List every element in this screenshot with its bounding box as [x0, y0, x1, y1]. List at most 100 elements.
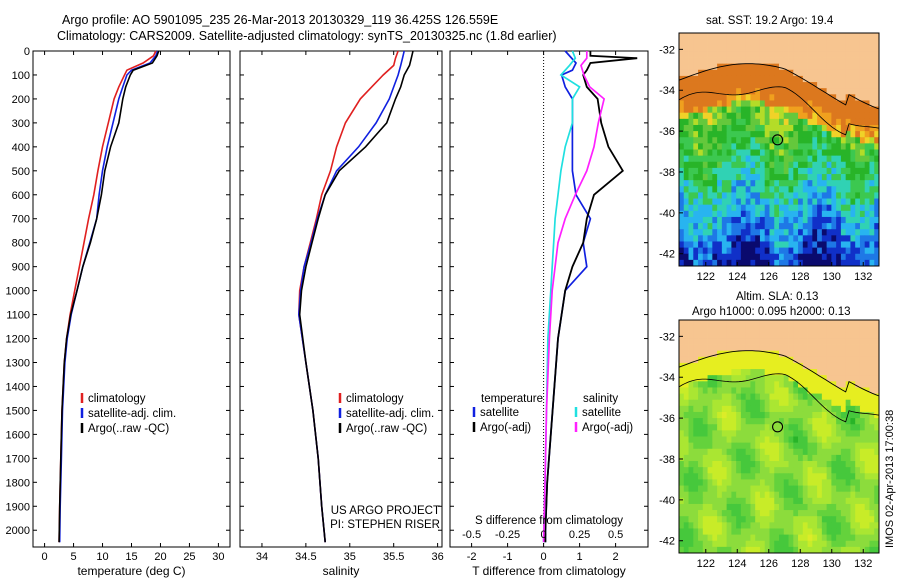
map-cell [755, 320, 761, 327]
map-cell [788, 186, 794, 193]
map-cell [793, 253, 799, 261]
map-cell [736, 332, 742, 339]
map-cell [721, 326, 728, 333]
map-cell [769, 381, 775, 388]
map-cell [764, 356, 770, 364]
map-cell [783, 381, 789, 388]
map-cell [688, 229, 694, 236]
map-cell [788, 247, 794, 255]
map-cell [869, 473, 875, 480]
map-cell [769, 223, 775, 230]
map-cell [736, 369, 742, 376]
map-y-tick-label: -38 [659, 454, 675, 466]
map-cell [826, 356, 832, 364]
map-cell [831, 454, 837, 462]
map-cell [736, 356, 742, 364]
map-cell [859, 461, 866, 468]
map-cell [745, 131, 751, 138]
map-cell [736, 241, 742, 248]
map-cell [864, 82, 870, 89]
map-cell [845, 149, 851, 157]
map-cell [755, 448, 761, 456]
map-cell [850, 210, 856, 218]
map-cell [769, 33, 775, 40]
map-cell [755, 326, 761, 333]
map-cell [864, 522, 870, 529]
map-cell [793, 467, 799, 474]
map-cell [779, 540, 785, 548]
map-cell [774, 167, 780, 175]
map-cell [779, 473, 785, 480]
map-cell [698, 418, 704, 425]
map-cell [759, 39, 766, 46]
map-cell [702, 503, 708, 511]
map-cell [721, 186, 728, 193]
map-cell [845, 57, 851, 65]
map-cell [802, 167, 808, 175]
map-cell [740, 467, 747, 474]
map-cell [740, 461, 747, 468]
map-cell [707, 485, 713, 493]
map-cell [821, 448, 828, 456]
map-cell [802, 229, 808, 236]
depth-tick-label: 1400 [6, 381, 30, 393]
depth-tick-label: 1800 [6, 477, 30, 489]
map-cell [859, 479, 866, 486]
map-cell [836, 326, 842, 333]
map-cell [850, 485, 856, 493]
map-cell [712, 528, 718, 535]
map-cell [769, 418, 775, 425]
map-cell [864, 479, 870, 486]
map-cell [779, 253, 785, 261]
map-cell [769, 405, 775, 413]
map-cell [817, 344, 823, 352]
map-cell [845, 124, 851, 132]
map-cell [688, 344, 694, 352]
map-cell [831, 497, 837, 505]
map-cell [817, 88, 823, 95]
map-cell [869, 326, 875, 333]
map-cell [774, 393, 780, 401]
map-cell [864, 332, 870, 339]
map-cell [850, 411, 856, 419]
map-cell [740, 473, 747, 480]
map-cell [788, 522, 794, 529]
map-cell [702, 82, 708, 89]
sst-map: 122 124 126 128 130 132-32-34-36-38-40-42 [659, 32, 880, 283]
map-cell [698, 131, 704, 138]
map-cell [740, 436, 747, 444]
map-cell [845, 88, 851, 95]
map-cell [855, 118, 861, 126]
map-cell [802, 430, 808, 437]
map-cell [812, 411, 818, 419]
map-cell [864, 106, 870, 114]
map-cell [779, 418, 785, 425]
map-cell [707, 69, 713, 77]
map-cell [731, 235, 737, 242]
map-cell [774, 235, 780, 242]
map-cell [717, 259, 723, 267]
map-cell [817, 546, 823, 554]
map-cell [826, 405, 832, 413]
map-cell [740, 253, 747, 261]
map-cell [874, 223, 880, 230]
map-cell [774, 57, 780, 65]
map-cell [864, 405, 870, 413]
map-cell [745, 436, 751, 444]
map-cell [769, 198, 775, 206]
map-cell [845, 454, 851, 462]
map-cell [831, 326, 837, 333]
map-cell [812, 418, 818, 425]
map-cell [840, 88, 847, 95]
map-cell [731, 467, 737, 474]
map-cell [683, 497, 689, 505]
map-cell [836, 210, 842, 218]
map-cell [721, 235, 728, 242]
map-cell [874, 253, 880, 261]
map-cell [831, 112, 837, 120]
map-y-tick-label: -42 [659, 536, 675, 548]
map-cell [826, 332, 832, 339]
map-cell [745, 167, 751, 175]
map-cell [874, 522, 880, 529]
map-cell [817, 124, 823, 132]
